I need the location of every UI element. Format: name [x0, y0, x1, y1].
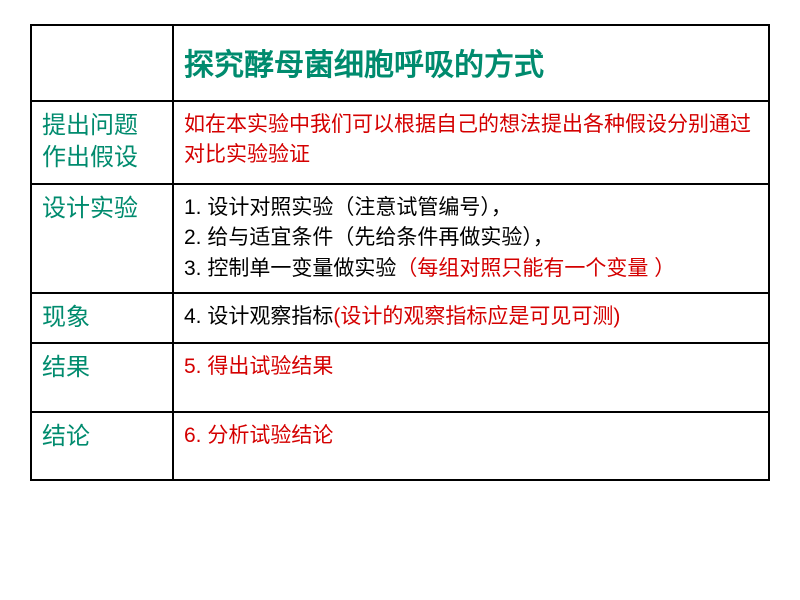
- label-design: 设计实验: [31, 184, 173, 293]
- design-line3a: 3. 控制单一变量做实验: [184, 257, 396, 280]
- body-phenomenon: 4. 设计观察指标(设计的观察指标应是可见可测): [173, 293, 769, 343]
- body-hypothesis: 如在本实验中我们可以根据自己的想法提出各种假设分别通过对比实验验证: [173, 101, 769, 184]
- row-result: 结果 5. 得出试验结果: [31, 343, 769, 411]
- body-conclusion: 6. 分析试验结论: [173, 412, 769, 480]
- row-design: 设计实验 1. 设计对照实验（注意试管编号）， 2. 给与适宜条件（先给条件再做…: [31, 184, 769, 293]
- page: 探究酵母菌细胞呼吸的方式 提出问题 作出假设 如在本实验中我们可以根据自己的想法…: [0, 0, 800, 505]
- body-result: 5. 得出试验结果: [173, 343, 769, 411]
- main-table: 探究酵母菌细胞呼吸的方式 提出问题 作出假设 如在本实验中我们可以根据自己的想法…: [30, 24, 770, 481]
- label-hypothesis: 提出问题 作出假设: [31, 101, 173, 184]
- phenomenon-b: (设计的观察指标应是可见可测): [333, 305, 620, 328]
- label-conclusion: 结论: [31, 412, 173, 480]
- label-hypothesis-line1: 提出问题: [42, 113, 138, 139]
- design-line2: 2. 给与适宜条件（先给条件再做实验），: [184, 226, 554, 249]
- design-line1: 1. 设计对照实验（注意试管编号），: [184, 196, 512, 219]
- title-row: 探究酵母菌细胞呼吸的方式: [31, 25, 769, 101]
- label-hypothesis-line2: 作出假设: [42, 145, 138, 171]
- row-hypothesis: 提出问题 作出假设 如在本实验中我们可以根据自己的想法提出各种假设分别通过对比实…: [31, 101, 769, 184]
- label-result: 结果: [31, 343, 173, 411]
- body-design: 1. 设计对照实验（注意试管编号）， 2. 给与适宜条件（先给条件再做实验）， …: [173, 184, 769, 293]
- body-hypothesis-text: 如在本实验中我们可以根据自己的想法提出各种假设分别通过对比实验验证: [184, 113, 751, 166]
- row-phenomenon: 现象 4. 设计观察指标(设计的观察指标应是可见可测): [31, 293, 769, 343]
- phenomenon-a: 4. 设计观察指标: [184, 305, 333, 328]
- row-conclusion: 结论 6. 分析试验结论: [31, 412, 769, 480]
- result-text: 5. 得出试验结果: [184, 355, 333, 378]
- table-title: 探究酵母菌细胞呼吸的方式: [173, 25, 769, 101]
- label-phenomenon: 现象: [31, 293, 173, 343]
- conclusion-text: 6. 分析试验结论: [184, 424, 333, 447]
- title-empty-cell: [31, 25, 173, 101]
- design-line3b: （每组对照只能有一个变量 ）: [396, 257, 675, 280]
